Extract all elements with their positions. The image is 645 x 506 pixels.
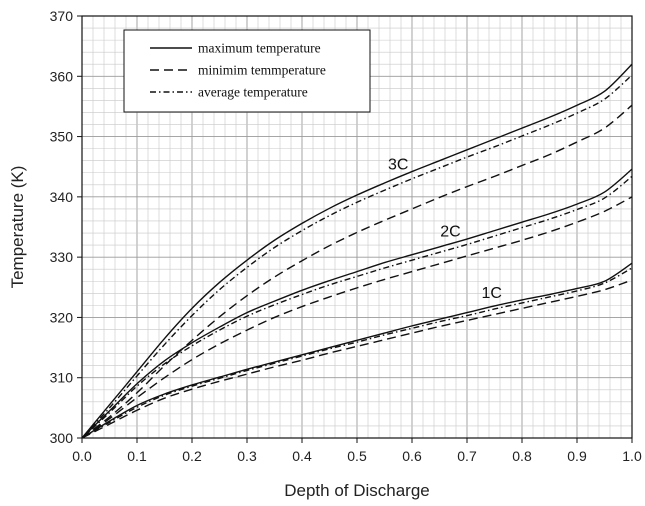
x-axis-title: Depth of Discharge xyxy=(284,481,430,500)
legend-label: minimim temmperature xyxy=(198,63,326,78)
series-line-2c-minimum xyxy=(81,196,633,439)
series-line-1c-average xyxy=(81,267,633,439)
chart-curves xyxy=(81,63,633,439)
series-line-1c-maximum xyxy=(81,262,633,439)
y-tick-label: 330 xyxy=(50,249,74,265)
y-tick-label: 370 xyxy=(50,8,74,24)
curve-label-3c: 3C xyxy=(388,157,408,174)
curve-label-2c: 2C xyxy=(440,224,460,241)
x-axis-ticks: 0.0 0.1 0.2 0.3 0.4 0.5 0.6 0.7 0.8 0.9 1.0 xyxy=(72,438,642,464)
y-axis-ticks: 300 310 320 330 340 350 360 370 xyxy=(50,8,82,446)
x-tick-label: 0.7 xyxy=(457,448,477,464)
y-tick-label: 320 xyxy=(50,309,74,325)
x-tick-label: 0.0 xyxy=(72,448,92,464)
x-tick-label: 1.0 xyxy=(622,448,642,464)
chart-legend: maximum temperature minimim temmperature a… xyxy=(123,29,371,113)
x-tick-label: 0.9 xyxy=(567,448,587,464)
series-line-1c-minimum xyxy=(81,279,633,439)
y-tick-label: 360 xyxy=(50,68,74,84)
series-line-3c-minimum xyxy=(81,104,633,439)
curve-label-1c: 1C xyxy=(482,285,502,302)
legend-label: maximum temperature xyxy=(198,41,321,56)
y-axis-title: Temperature (K) xyxy=(8,166,27,289)
series-line-2c-average xyxy=(81,175,633,439)
x-tick-label: 0.5 xyxy=(347,448,367,464)
curve-labels: 3C 2C 1C xyxy=(388,157,502,302)
y-tick-label: 300 xyxy=(50,430,74,446)
legend-box xyxy=(123,29,371,113)
y-tick-label: 310 xyxy=(50,370,74,386)
legend-label: average temperature xyxy=(198,85,308,100)
x-tick-label: 0.8 xyxy=(512,448,532,464)
x-tick-label: 0.4 xyxy=(292,448,312,464)
x-tick-label: 0.1 xyxy=(127,448,147,464)
series-line-2c-maximum xyxy=(81,168,633,439)
series-line-3c-average xyxy=(81,74,633,439)
x-tick-label: 0.6 xyxy=(402,448,422,464)
y-tick-label: 350 xyxy=(50,129,74,145)
x-tick-label: 0.2 xyxy=(182,448,202,464)
y-tick-label: 340 xyxy=(50,189,74,205)
x-tick-label: 0.3 xyxy=(237,448,257,464)
series-line-3c-maximum xyxy=(81,63,633,439)
